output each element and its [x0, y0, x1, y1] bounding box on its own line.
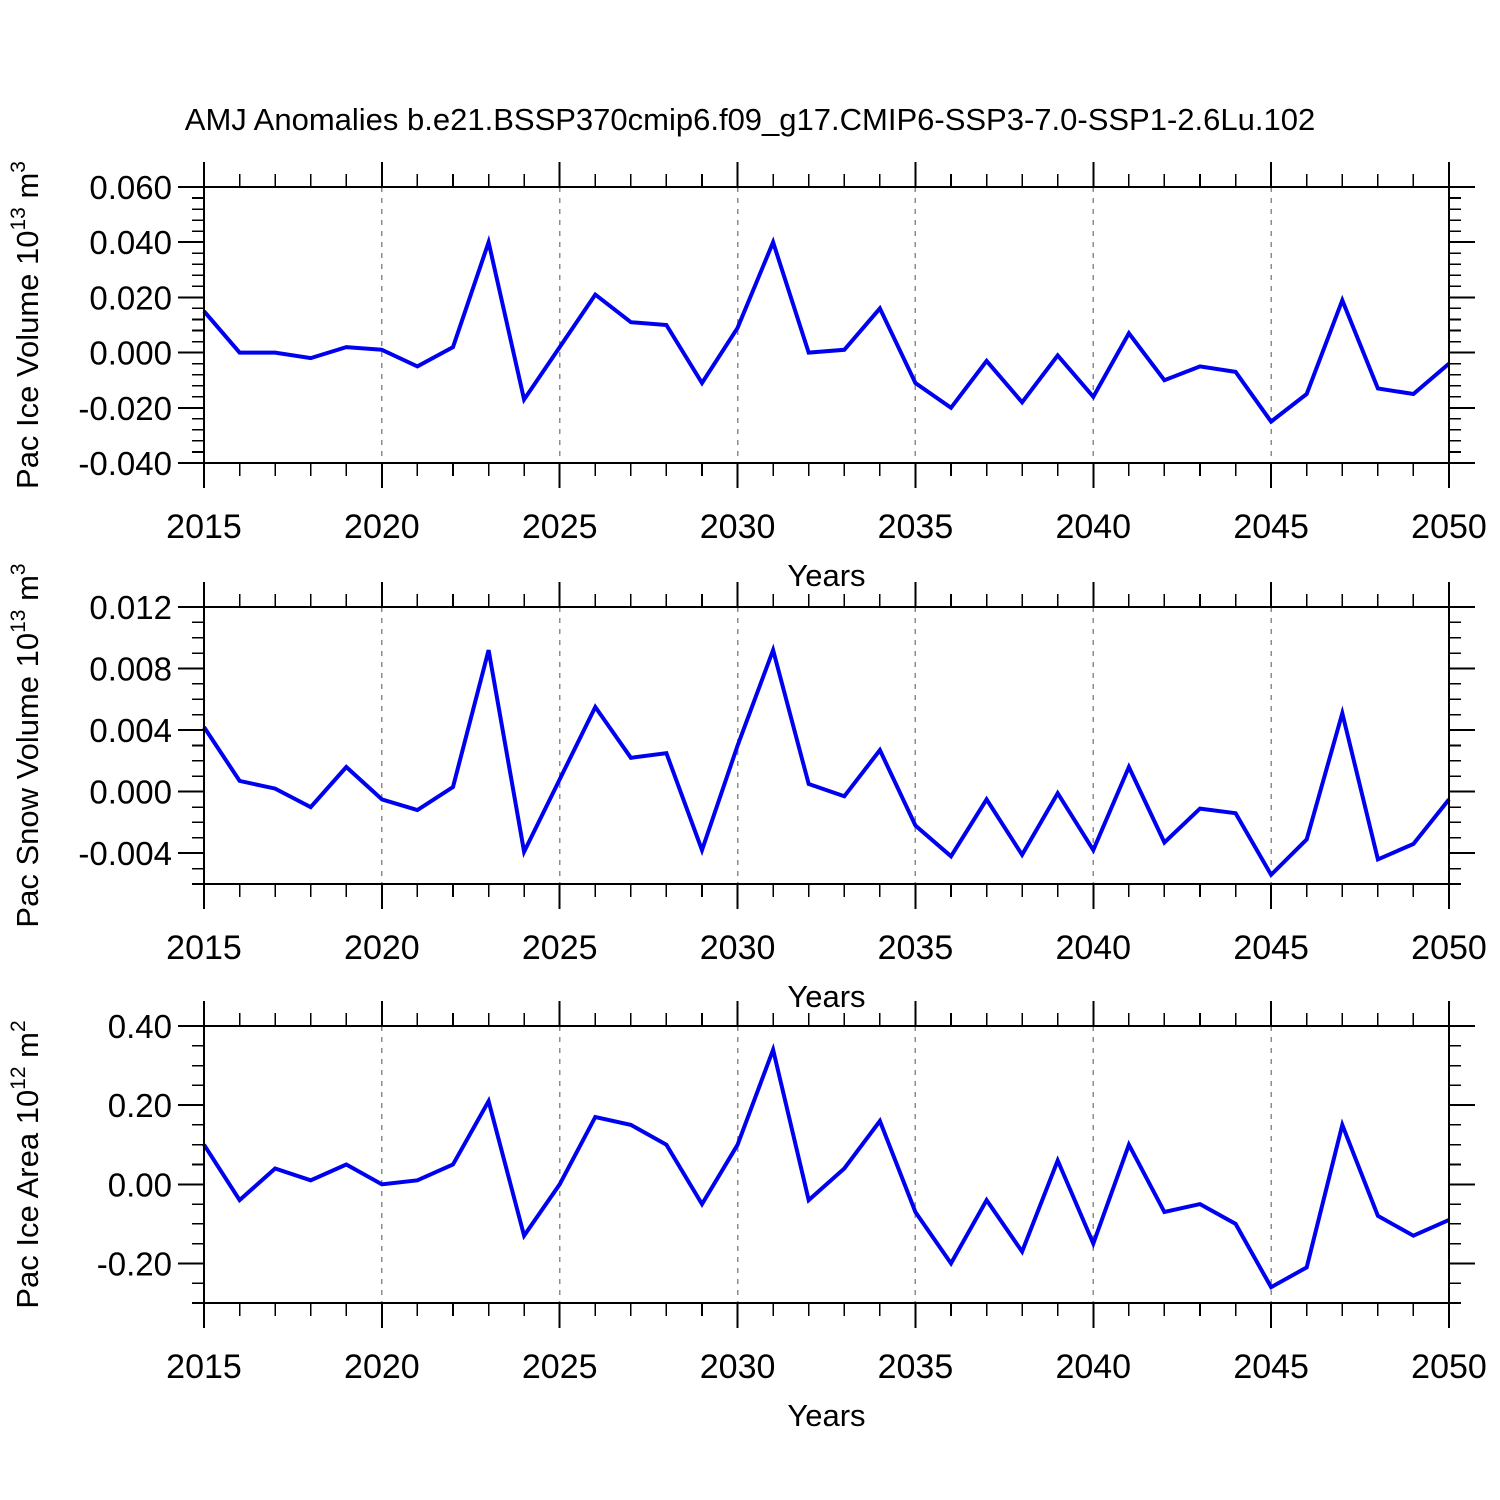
- plot-box: [203, 606, 1450, 885]
- y-ticks: [178, 186, 1475, 464]
- x-axis-title: Years: [787, 979, 865, 1014]
- y-tick-label: -0.020: [78, 390, 172, 427]
- x-tick-label: 2050: [1411, 1348, 1487, 1386]
- x-tick-label: 2035: [878, 929, 954, 967]
- x-ticks: [203, 582, 1450, 909]
- x-tick-label: 2045: [1233, 1348, 1309, 1386]
- x-axis-title: Years: [787, 558, 865, 593]
- y-tick-label: -0.004: [78, 835, 172, 872]
- y-tick-labels: 0.012 0.008 0.004 0.000 -0.004: [78, 589, 172, 872]
- x-tick-label: 2040: [1055, 929, 1131, 967]
- y-tick-label: 0.20: [108, 1087, 172, 1124]
- x-tick-label: 2035: [878, 508, 954, 546]
- x-tick-label: 2025: [522, 929, 598, 967]
- y-tick-label: 0.008: [89, 651, 172, 688]
- y-tick-label: -0.040: [78, 445, 172, 482]
- figure-title: AMJ Anomalies b.e21.BSSP370cmip6.f09_g17…: [184, 102, 1316, 137]
- plot-1: 0.060 0.040 0.020 0.000 -0.020 -0.040 2015 2020…: [7, 161, 1487, 593]
- y-ticks: [178, 606, 1475, 885]
- x-ticks: [203, 1001, 1450, 1328]
- y-ticks: [178, 1025, 1475, 1304]
- x-tick-label: 2015: [166, 508, 242, 546]
- x-tick-label: 2045: [1233, 508, 1309, 546]
- x-tick-label: 2035: [878, 1348, 954, 1386]
- x-tick-label: 2030: [700, 929, 776, 967]
- x-tick-label: 2045: [1233, 929, 1309, 967]
- x-tick-label: 2040: [1055, 1348, 1131, 1386]
- y-tick-label: 0.012: [89, 589, 172, 626]
- y-tick-labels: 0.060 0.040 0.020 0.000 -0.020 -0.040: [78, 169, 172, 482]
- x-tick-label: 2020: [344, 508, 420, 546]
- x-tick-label: 2020: [344, 1348, 420, 1386]
- x-tick-label: 2040: [1055, 508, 1131, 546]
- x-tick-label: 2030: [700, 508, 776, 546]
- gridlines: [381, 187, 1272, 463]
- data-line: [202, 234, 1451, 425]
- x-tick-label: 2025: [522, 508, 598, 546]
- gridlines: [381, 1026, 1272, 1303]
- x-ticks: [203, 162, 1450, 488]
- x-tick-label: 2025: [522, 1348, 598, 1386]
- y-axis-title: Pac Ice Volume 1013 m3: [7, 161, 45, 489]
- data-line: [202, 643, 1451, 879]
- plot-3: 0.40 0.20 0.00 -0.20 2015 2020 2025 2030 2035 204…: [7, 1001, 1487, 1433]
- y-tick-label: 0.000: [89, 335, 172, 372]
- x-tick-labels: 2015 2020 2025 2030 2035 2040 2045 2050: [166, 929, 1487, 967]
- y-tick-label: 0.020: [89, 279, 172, 316]
- y-tick-label: 0.004: [89, 712, 172, 749]
- x-tick-label: 2030: [700, 1348, 776, 1386]
- data-line: [202, 1042, 1450, 1290]
- x-tick-label: 2015: [166, 929, 242, 967]
- x-tick-labels: 2015 2020 2025 2030 2035 2040 2045 2050: [166, 1348, 1487, 1386]
- y-tick-label: 0.000: [89, 774, 172, 811]
- plot-box: [203, 186, 1450, 464]
- gridlines: [381, 607, 1272, 884]
- y-axis-title: Pac Ice Area 1012 m2: [7, 1020, 45, 1308]
- x-tick-label: 2015: [166, 1348, 242, 1386]
- y-tick-labels: 0.40 0.20 0.00 -0.20: [97, 1008, 172, 1282]
- x-tick-label: 2050: [1411, 508, 1487, 546]
- y-tick-label: 0.40: [108, 1008, 172, 1045]
- x-axis-title: Years: [787, 1398, 865, 1433]
- y-axis-title: Pac Snow Volume 1013 m3: [7, 563, 45, 927]
- y-tick-label: 0.040: [89, 224, 172, 261]
- y-tick-label: -0.20: [97, 1245, 172, 1282]
- y-tick-label: 0.060: [89, 169, 172, 206]
- x-tick-label: 2020: [344, 929, 420, 967]
- plot-box: [203, 1025, 1450, 1304]
- x-tick-labels: 2015 2020 2025 2030 2035 2040 2045 2050: [166, 508, 1487, 546]
- y-tick-label: 0.00: [108, 1166, 172, 1203]
- x-tick-label: 2050: [1411, 929, 1487, 967]
